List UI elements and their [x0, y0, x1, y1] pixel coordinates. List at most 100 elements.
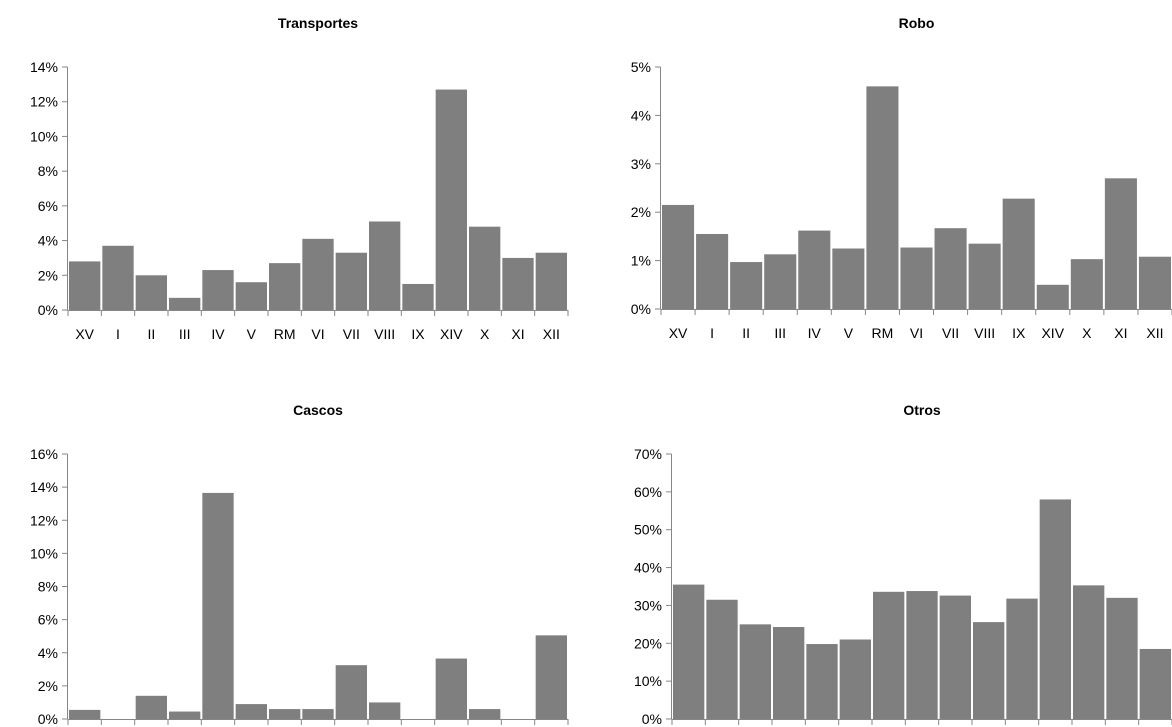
- x-tick-label: RM: [872, 325, 894, 341]
- y-tick-label: 16%: [30, 446, 58, 462]
- x-tick-label: III: [774, 325, 786, 341]
- bar-iii: [169, 297, 201, 310]
- y-tick-label: 40%: [634, 560, 662, 576]
- bar-iv: [202, 270, 234, 310]
- x-tick-label: VII: [942, 325, 959, 341]
- y-tick-label: 10%: [634, 673, 662, 689]
- x-tick-label: V: [247, 326, 257, 342]
- x-tick-label: IV: [808, 325, 822, 341]
- x-tick-label: XV: [75, 326, 94, 342]
- bar-xi: [1106, 597, 1138, 719]
- bar-v: [235, 282, 267, 310]
- y-tick-label: 5%: [631, 59, 651, 75]
- chart-cascos-svg: Cascos0%2%4%6%8%10%12%14%16%XVIIIIIIIVVR…: [30, 402, 569, 727]
- bar-xv: [673, 584, 705, 719]
- y-tick-label: 20%: [634, 635, 662, 651]
- chart-otros-svg: Otros0%10%20%30%40%50%60%70%XVIIIIIIIVVR…: [634, 402, 1172, 727]
- y-tick-label: 0%: [631, 301, 651, 317]
- x-tick-label: XI: [1114, 325, 1127, 341]
- y-tick-label: 4%: [38, 645, 58, 661]
- x-tick-label: X: [480, 326, 490, 342]
- bar-xii: [1138, 256, 1171, 309]
- bar-rm: [873, 591, 905, 719]
- bar-xi: [502, 257, 534, 310]
- y-tick-label: 70%: [634, 446, 662, 462]
- bar-vii: [335, 665, 367, 719]
- bar-vi: [906, 591, 938, 719]
- bar-v: [235, 704, 267, 719]
- y-tick-label: 0%: [38, 711, 58, 727]
- y-tick-label: 1%: [631, 253, 651, 269]
- chart-robo: Robo 0% 1% 2% 3% 4% 5% XV I II III IV V RM VI VII VIII IX…: [595, 0, 1172, 350]
- bar-i: [102, 245, 134, 310]
- y-tick-label: 10%: [30, 128, 58, 144]
- y-tick-label: 6%: [38, 612, 58, 628]
- bar-i: [696, 233, 729, 309]
- bar-ix: [402, 283, 434, 310]
- x-tick-label: VIII: [374, 326, 395, 342]
- bar-viii: [973, 622, 1005, 719]
- bar-ii: [135, 275, 167, 310]
- bar-xiv: [1039, 499, 1071, 719]
- y-tick-label: 60%: [634, 484, 662, 500]
- bar-vii: [939, 595, 971, 719]
- x-tick-label: VI: [910, 325, 923, 341]
- bar-xv: [69, 261, 101, 310]
- x-tick-label: XII: [543, 326, 560, 342]
- bar-v: [839, 639, 871, 719]
- bar-viii: [968, 243, 1001, 309]
- y-tick-label: 0%: [642, 711, 662, 727]
- y-tick-label: 0%: [38, 302, 58, 318]
- bar-x: [469, 709, 501, 719]
- bar-x: [1073, 585, 1105, 719]
- bar-viii: [369, 702, 401, 719]
- bar-x: [469, 226, 501, 310]
- y-tick-label: 12%: [30, 94, 58, 110]
- chart-transportes: Transportes 0% 2% 4% 6% 8% 10% 12% 14% XV I II III IV…: [0, 0, 580, 350]
- y-tick-label: 14%: [30, 59, 58, 75]
- y-tick-label: 2%: [631, 204, 651, 220]
- y-tick-label: 8%: [38, 579, 58, 595]
- bar-xiv: [435, 89, 467, 310]
- bar-xiv: [435, 658, 467, 719]
- x-tick-label: V: [844, 325, 854, 341]
- bar-xii: [1139, 648, 1171, 719]
- bar-ii: [739, 624, 771, 719]
- x-tick-label: IX: [411, 326, 425, 342]
- y-tick-label: 8%: [38, 163, 58, 179]
- y-tick-label: 4%: [38, 233, 58, 249]
- y-tick-label: 50%: [634, 522, 662, 538]
- x-tick-label: RM: [274, 326, 296, 342]
- chart-title: Cascos: [293, 402, 343, 418]
- x-tick-label: XI: [511, 326, 524, 342]
- bar-vii: [335, 252, 367, 310]
- bar-xii: [535, 252, 567, 310]
- y-tick-label: 4%: [631, 107, 651, 123]
- y-tick-label: 2%: [38, 267, 58, 283]
- x-tick-label: IV: [211, 326, 225, 342]
- bar-ix: [1006, 598, 1038, 719]
- chart-cascos: Cascos0%2%4%6%8%10%12%14%16%XVIIIIIIIVVR…: [0, 375, 580, 727]
- bar-vii: [934, 228, 967, 309]
- bar-xv: [69, 709, 101, 719]
- x-tick-label: II: [147, 326, 155, 342]
- bar-ii: [730, 262, 763, 309]
- x-tick-label: II: [742, 325, 750, 341]
- x-tick-label: VIII: [974, 325, 995, 341]
- bar-x: [1070, 259, 1103, 309]
- bar-xv: [662, 204, 695, 309]
- y-tick-label: 3%: [631, 156, 651, 172]
- bar-iv: [202, 492, 234, 719]
- y-tick-label: 2%: [38, 678, 58, 694]
- bar-ii: [135, 695, 167, 719]
- x-tick-label: I: [710, 325, 714, 341]
- y-tick-label: 12%: [30, 512, 58, 528]
- x-tick-label: XIV: [1041, 325, 1064, 341]
- bar-iv: [806, 644, 838, 719]
- bar-vi: [302, 709, 334, 719]
- bar-iii: [773, 627, 805, 719]
- bar-iv: [798, 230, 831, 309]
- bar-vi: [900, 247, 933, 309]
